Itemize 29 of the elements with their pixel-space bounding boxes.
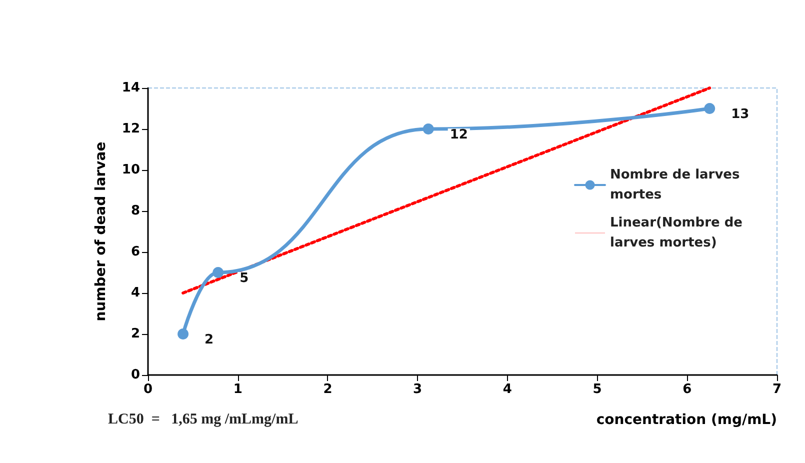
- y-tick-label: 0: [130, 368, 140, 382]
- y-tick-label: 2: [130, 326, 140, 342]
- x-axis-title: concentration (mg/mL): [596, 412, 777, 428]
- x-tick-label: 1: [233, 382, 242, 397]
- data-label: 12: [450, 128, 468, 142]
- y-tick-label: 4: [130, 286, 140, 300]
- x-tick-label: 0: [143, 382, 153, 397]
- point: [178, 328, 189, 340]
- y-tick-label: 14: [122, 80, 140, 96]
- data-label: 13: [731, 107, 750, 122]
- y-tick-label: 8: [130, 204, 140, 218]
- point: [704, 103, 716, 114]
- y-axis-title: number of dead larvae: [93, 142, 109, 322]
- text: LC50 = 1,65 mg /mLmg/mL: [108, 412, 298, 428]
- x-tick-label: 5: [592, 382, 602, 397]
- y-tick-label: 6: [130, 244, 140, 260]
- data-label: 5: [240, 271, 249, 286]
- x-tick-label: 3: [413, 382, 422, 397]
- x-tick-label: 7: [772, 382, 782, 397]
- y-tick-label: 12: [122, 122, 140, 136]
- x-tick-label: 2: [323, 382, 332, 397]
- y-tick-label: 10: [122, 162, 140, 178]
- legend-label: Linear(Nombre de larves mortes): [610, 216, 748, 250]
- point: [212, 267, 224, 278]
- data-label: 2: [204, 332, 214, 348]
- point: [422, 124, 434, 134]
- legend-label: Nombre de larves mortes: [610, 168, 744, 202]
- x-tick-label: 6: [682, 382, 692, 397]
- x-tick-label: 4: [502, 382, 512, 397]
